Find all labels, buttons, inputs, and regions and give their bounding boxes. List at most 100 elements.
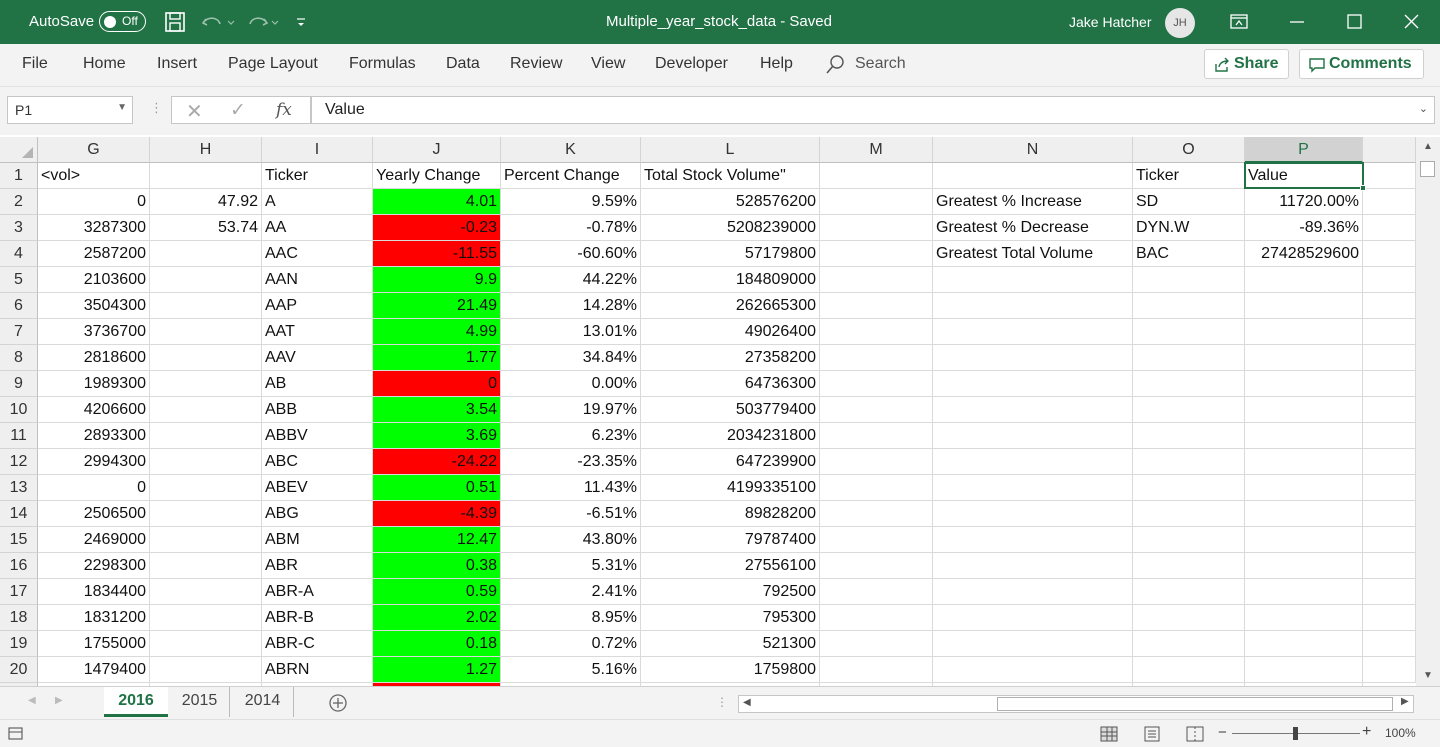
cell-m[interactable] (820, 657, 933, 683)
cell-o[interactable] (1133, 397, 1245, 423)
cell-j[interactable]: 1.27 (373, 657, 501, 683)
cell-n[interactable] (933, 605, 1133, 631)
tab-data[interactable]: Data (446, 55, 480, 72)
cell-k[interactable]: -6.51% (501, 501, 641, 527)
row-header[interactable]: 13 (0, 475, 38, 501)
column-header-n[interactable]: N (933, 137, 1133, 163)
cell-i[interactable]: ABR-B (262, 605, 373, 631)
cell-stub[interactable] (1363, 527, 1416, 553)
cell-m[interactable] (820, 319, 933, 345)
cell-k[interactable]: -23.35% (501, 449, 641, 475)
maximize-icon[interactable] (1326, 0, 1384, 44)
cell-l[interactable]: 2034231800 (641, 423, 820, 449)
cell-n[interactable] (933, 163, 1133, 189)
cell-j[interactable]: 1.77 (373, 345, 501, 371)
cell-g[interactable]: 2506500 (38, 501, 150, 527)
cell-l[interactable]: 64736300 (641, 371, 820, 397)
cell-m[interactable] (820, 397, 933, 423)
tab-file[interactable]: File (22, 55, 48, 72)
cell-k[interactable]: 0.72% (501, 631, 641, 657)
cell-i[interactable]: ABR (262, 553, 373, 579)
row-header[interactable]: 19 (0, 631, 38, 657)
cell-l[interactable]: 647239900 (641, 449, 820, 475)
cell-o[interactable]: BAC (1133, 241, 1245, 267)
page-break-view-icon[interactable] (1186, 726, 1204, 742)
cell-k[interactable]: 9.59% (501, 189, 641, 215)
cell-o[interactable] (1133, 449, 1245, 475)
cell-i[interactable]: ABB (262, 397, 373, 423)
cell-j[interactable]: 4.99 (373, 319, 501, 345)
cell-o[interactable]: DYN.W (1133, 215, 1245, 241)
cell-partial[interactable] (501, 683, 641, 686)
cell-i[interactable]: ABBV (262, 423, 373, 449)
cell-partial[interactable] (641, 683, 820, 686)
cell-h[interactable] (150, 631, 262, 657)
insert-function-icon[interactable]: fx (276, 100, 292, 120)
cell-k[interactable]: 43.80% (501, 527, 641, 553)
cell-i[interactable]: AAN (262, 267, 373, 293)
cell-n[interactable] (933, 293, 1133, 319)
cell-l[interactable]: 528576200 (641, 189, 820, 215)
chevron-down-icon[interactable]: ▼ (117, 102, 127, 113)
cell-i[interactable]: ABR-C (262, 631, 373, 657)
tab-developer[interactable]: Developer (655, 55, 728, 72)
cell-p[interactable] (1245, 371, 1363, 397)
tab-split-icon[interactable]: ⋮ (716, 695, 728, 709)
cell-k[interactable]: 14.28% (501, 293, 641, 319)
cell-i[interactable]: AAV (262, 345, 373, 371)
search-icon[interactable] (824, 54, 846, 76)
macro-record-icon[interactable] (8, 727, 24, 741)
cell-o[interactable]: SD (1133, 189, 1245, 215)
cell-stub[interactable] (1363, 163, 1416, 189)
cell-g[interactable]: 3736700 (38, 319, 150, 345)
cell-stub[interactable] (1363, 657, 1416, 683)
ribbon-display-options-icon[interactable] (1210, 0, 1268, 44)
sheet-scroll-right-icon[interactable]: ▶ (55, 695, 63, 706)
cell-g[interactable]: 2818600 (38, 345, 150, 371)
cell-n[interactable] (933, 449, 1133, 475)
cell-g[interactable]: 0 (38, 189, 150, 215)
tab-page-layout[interactable]: Page Layout (228, 55, 318, 72)
cell-n[interactable] (933, 267, 1133, 293)
cell-h[interactable] (150, 527, 262, 553)
cell-stub[interactable] (1363, 475, 1416, 501)
cell-i[interactable]: AAP (262, 293, 373, 319)
row-header[interactable]: 16 (0, 553, 38, 579)
tab-home[interactable]: Home (83, 55, 126, 72)
cell-h[interactable] (150, 371, 262, 397)
row-header[interactable]: 20 (0, 657, 38, 683)
name-box[interactable]: P1 ▼ (7, 96, 133, 124)
row-header[interactable]: 9 (0, 371, 38, 397)
cell-i[interactable]: AAC (262, 241, 373, 267)
row-header-partial[interactable] (0, 683, 38, 686)
cell-partial[interactable] (38, 683, 150, 686)
row-header[interactable]: 7 (0, 319, 38, 345)
cell-i[interactable]: ABG (262, 501, 373, 527)
cell-partial[interactable] (933, 683, 1133, 686)
cell-h[interactable] (150, 657, 262, 683)
cell-j[interactable]: 21.49 (373, 293, 501, 319)
cell-i[interactable]: ABR-A (262, 579, 373, 605)
cell-m[interactable] (820, 189, 933, 215)
cell-l[interactable]: 89828200 (641, 501, 820, 527)
cell-j[interactable]: 0.51 (373, 475, 501, 501)
cell-n[interactable] (933, 475, 1133, 501)
row-header[interactable]: 14 (0, 501, 38, 527)
row-header[interactable]: 15 (0, 527, 38, 553)
cell-n[interactable] (933, 423, 1133, 449)
cell-l[interactable]: 1759800 (641, 657, 820, 683)
cell-g[interactable]: 1479400 (38, 657, 150, 683)
cell-stub[interactable] (1363, 501, 1416, 527)
cell-l[interactable]: 521300 (641, 631, 820, 657)
cell-m[interactable] (820, 605, 933, 631)
tab-formulas[interactable]: Formulas (349, 55, 416, 72)
cell-partial[interactable] (150, 683, 262, 686)
cell-j[interactable]: -11.55 (373, 241, 501, 267)
cell-j[interactable]: -4.39 (373, 501, 501, 527)
cell-m[interactable] (820, 475, 933, 501)
row-header[interactable]: 1 (0, 163, 38, 189)
cell-j[interactable]: -0.23 (373, 215, 501, 241)
cell-k[interactable]: 44.22% (501, 267, 641, 293)
cell-m[interactable] (820, 267, 933, 293)
cell-g[interactable]: 1989300 (38, 371, 150, 397)
